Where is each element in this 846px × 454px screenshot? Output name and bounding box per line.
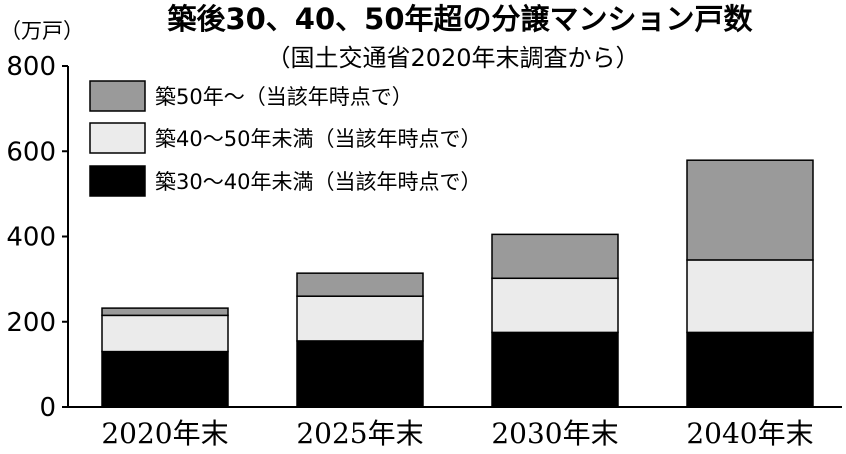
legend-label: 築30〜40年未満（当該年時点で） <box>155 170 481 194</box>
y-tick-label: 600 <box>6 137 56 167</box>
legend-swatch <box>89 80 146 112</box>
bar-segment <box>296 272 424 297</box>
y-ticks: 0 200 400 600 800 <box>6 52 68 423</box>
y-axis-unit-label: （万戸） <box>0 19 84 43</box>
y-tick-label: 0 <box>39 393 56 423</box>
bar-segment <box>101 314 229 353</box>
legend-background <box>80 80 495 215</box>
legend-swatch <box>89 165 146 197</box>
bar-segment <box>296 295 424 342</box>
bar-segment <box>101 350 229 408</box>
bar-segment <box>491 331 619 408</box>
x-tick-label: 2040年末 <box>686 417 813 450</box>
legend: 築50年〜（当該年時点で） 築40〜50年未満（当該年時点で） 築30〜40年未満（… <box>89 80 481 197</box>
bar-segment <box>686 331 814 408</box>
x-tick-label: 2025年末 <box>296 417 423 450</box>
bar-segment <box>491 233 619 280</box>
bar-segment <box>686 259 814 334</box>
x-tick-label: 2020年末 <box>101 417 228 450</box>
x-tick-labels: 2020年末 2025年末 2030年末 2040年末 <box>101 417 813 450</box>
bar-segment <box>101 307 229 317</box>
bar-segment <box>296 340 424 408</box>
x-tick-label: 2030年末 <box>491 417 618 450</box>
legend-label: 築40〜50年未満（当該年時点で） <box>155 127 481 151</box>
bar-segment <box>491 277 619 334</box>
legend-label: 築50年〜（当該年時点で） <box>155 85 413 109</box>
y-tick-label: 200 <box>6 308 56 338</box>
bar-segment <box>686 159 814 261</box>
chart-title: 築後30、40、50年超の分譲マンション戸数 <box>166 2 753 36</box>
y-tick-label: 800 <box>6 52 56 82</box>
chart-subtitle: （国土交通省2020年末調査から） <box>266 44 639 72</box>
legend-swatch <box>89 122 146 154</box>
bars <box>101 159 814 408</box>
y-tick-label: 400 <box>6 223 56 253</box>
